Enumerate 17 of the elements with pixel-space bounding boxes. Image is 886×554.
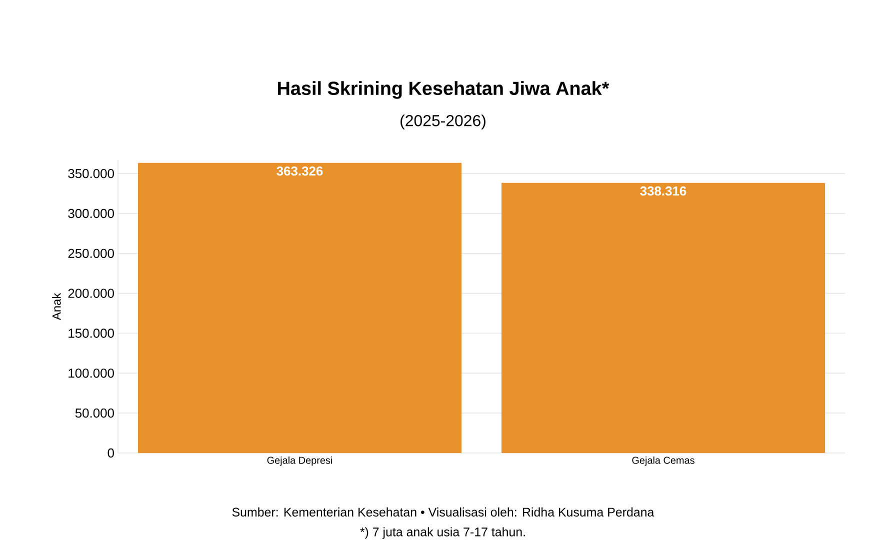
y-tick-label: 300.000 <box>68 208 114 218</box>
text: Sumber: Kementerian Kesehatan • Visualisasi oleh: Ridha Kusuma Perdana <box>232 507 654 517</box>
chart-title: Hasil Skrining Kesehatan Jiwa Anak* <box>278 81 610 99</box>
x-tick-label: Gejala Cemas <box>632 456 694 466</box>
data-label: 363.326 <box>276 166 323 176</box>
data-label: 338.316 <box>640 186 686 196</box>
y-tick-label: 50.000 <box>75 408 114 418</box>
y-tick-label: 100.000 <box>68 368 114 378</box>
y-tick-label: 250.000 <box>68 248 114 258</box>
y-tick-label: 0 <box>108 448 114 458</box>
y-tick-label: 350.000 <box>68 168 114 178</box>
y-axis-title: Anak <box>52 292 61 320</box>
chart-subtitle: (2025-2026) <box>400 114 486 130</box>
x-tick-label: Gejala Depresi <box>267 456 332 466</box>
y-tick-label: 150.000 <box>68 328 114 338</box>
text: *) 7 juta anak usia 7-17 tahun. <box>360 527 525 539</box>
y-tick-label: 200.000 <box>68 288 114 298</box>
